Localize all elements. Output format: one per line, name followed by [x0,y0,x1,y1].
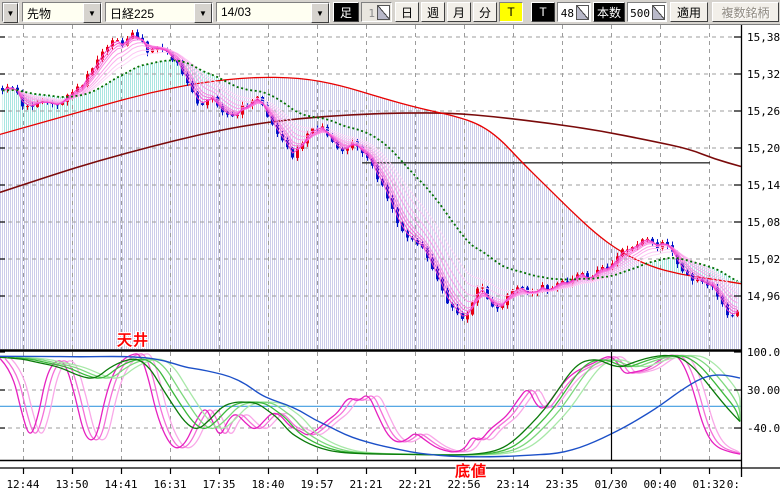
period-minute-button[interactable]: 分 [473,2,497,22]
time-axis-label: 21:21 [349,478,382,491]
oscillator-axis-label: 100.00 [747,346,780,359]
bar-type-button[interactable]: 足 [333,2,359,22]
time-axis-label: 18:40 [251,478,284,491]
symbol-combo-arrow-icon[interactable]: ▼ [194,3,212,23]
apply-button[interactable]: 適用 [670,2,708,22]
price-axis-label: 15,140 [747,179,780,192]
tick-count-field[interactable]: 48 [557,2,591,22]
stripe-fill-layer [0,60,741,349]
ema-ribbon-layer [2,34,738,317]
interval-field[interactable]: 1 [361,2,392,22]
contract-combo-value: 14/03 [217,3,311,21]
period-tick-button-active[interactable]: T [499,2,523,22]
time-axis-label: 13:50 [55,478,88,491]
price-axis-label: 15,080 [747,216,780,229]
price-chart-canvas[interactable]: 15,380 15,320 15,260 15,200 15,140 15,080 15,0… [0,25,780,500]
multi-symbol-button: 複数銘柄 [712,2,779,22]
oscillator-axis-label: -40.00 [747,422,780,435]
contract-combo[interactable]: 14/03 ▼ [216,2,330,23]
axis-labels: 15,380 15,320 15,260 15,200 15,140 15,080 15,0… [6,31,780,491]
tick-count-button[interactable]: T [531,2,555,22]
market-combo[interactable]: 先物 ▼ [22,2,102,23]
price-axis-label: 15,260 [747,105,780,118]
spinner-icon[interactable] [652,4,665,20]
time-axis-label: 12:44 [6,478,39,491]
spinner-icon[interactable] [576,4,589,20]
price-axis-label: 15,200 [747,142,780,155]
price-axis-label: 15,380 [747,31,780,44]
symbol-combo[interactable]: 日経225 ▼ [105,2,213,23]
period-day-button[interactable]: 日 [395,2,419,22]
price-axis-label: 15,020 [747,253,780,266]
time-axis-label: 17:35 [202,478,235,491]
time-axis-label: 22:56 [447,478,480,491]
market-combo-arrow-icon[interactable]: ▼ [83,3,101,23]
time-axis-label: 01/30 [594,478,627,491]
annotation-bottom: 底値 [455,463,488,480]
time-axis-label: 23:14 [496,478,529,491]
price-axis-label: 14,960 [747,290,780,303]
time-axis-label: 22:21 [398,478,431,491]
bar-count-field[interactable]: 500 [627,2,667,22]
oscillator-axis-label: 30.00 [747,384,780,397]
bar-count-value: 500 [630,6,650,20]
chart-area[interactable]: 15,380 15,320 15,260 15,200 15,140 15,080 15,0… [0,25,780,500]
gridlines [0,25,741,461]
contract-combo-arrow-icon[interactable]: ▼ [311,3,329,23]
spinner-icon[interactable] [377,4,390,20]
time-axis-label: 14:41 [104,478,137,491]
symbol-combo-value: 日経225 [106,3,194,21]
interval-value: 1 [368,6,375,20]
time-axis-label: 00:40 [643,478,676,491]
tick-count-value: 48 [560,6,574,20]
bar-count-button[interactable]: 本数 [593,2,625,22]
time-axis-label: 01:32 [692,478,725,491]
market-combo-value: 先物 [23,3,83,21]
annotation-ceiling: 天井 [117,332,150,349]
mini-combo-arrow-icon[interactable]: ▼ [3,3,18,23]
toolbar: ▼ 先物 ▼ 日経225 ▼ 14/03 ▼ 足 1 日 週 月 分 T T 4… [0,0,780,25]
time-axis-label: 16:31 [153,478,186,491]
time-axis-label: 23:35 [545,478,578,491]
axes-frame [0,25,780,477]
time-axis-label: 19:57 [300,478,333,491]
mini-combo[interactable]: ▼ [2,2,19,23]
dotted-ma-layer [2,59,738,282]
time-axis-label-clipped: 0: [727,478,740,491]
price-axis-label: 15,320 [747,68,780,81]
oscillator-layer [0,353,741,458]
period-week-button[interactable]: 週 [421,2,445,22]
period-month-button[interactable]: 月 [447,2,471,22]
